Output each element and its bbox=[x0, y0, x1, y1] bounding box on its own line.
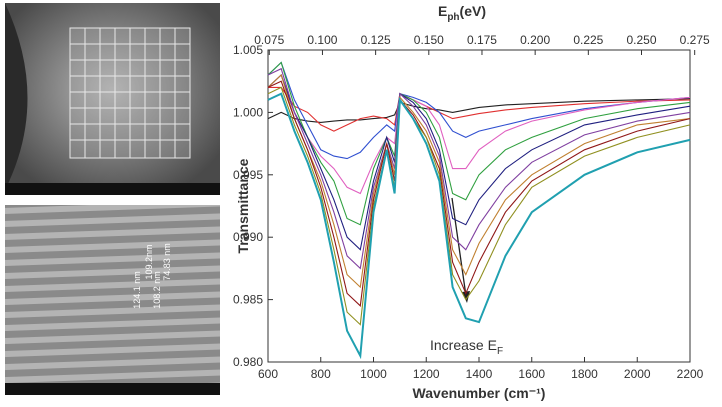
x-tick-label: 1200 bbox=[413, 367, 440, 381]
x2-tick-label: 0.175 bbox=[467, 33, 497, 47]
sem-label: 108.2 nm bbox=[152, 271, 162, 309]
sem-image-top bbox=[5, 3, 220, 195]
y-tick-label: 1.000 bbox=[233, 105, 263, 119]
x2-tick-label: 0.225 bbox=[573, 33, 603, 47]
series-line bbox=[268, 86, 691, 132]
x2-tick-label: 0.150 bbox=[414, 33, 444, 47]
annotation-sub: F bbox=[497, 346, 503, 357]
x-tick-label: 2000 bbox=[624, 367, 651, 381]
x-tick-label: 2200 bbox=[677, 367, 704, 381]
arrow bbox=[451, 197, 467, 297]
y-tick-label: 0.990 bbox=[233, 230, 263, 244]
x-tick-label: 1400 bbox=[466, 367, 493, 381]
y-tick-label: 0.980 bbox=[233, 355, 263, 369]
x-tick-label: 1000 bbox=[360, 367, 387, 381]
x2-tick-label: 0.075 bbox=[254, 33, 284, 47]
x2-tick-label: 0.250 bbox=[626, 33, 656, 47]
sem-label: 124.1 nm bbox=[132, 271, 142, 309]
series-line bbox=[267, 92, 691, 360]
annotation: Increase EF bbox=[430, 337, 503, 357]
sem-label: 74.83 nm bbox=[162, 243, 172, 281]
x-tick-label: 800 bbox=[311, 367, 331, 381]
x2-tick-label: 0.100 bbox=[307, 33, 337, 47]
x2-tick-label: 0.125 bbox=[361, 33, 391, 47]
sem-label: 109.2nm bbox=[144, 244, 154, 279]
series-line bbox=[267, 73, 691, 289]
sem-image-bottom bbox=[5, 205, 220, 395]
series-line bbox=[267, 67, 691, 270]
annotation-text: Increase E bbox=[430, 337, 497, 353]
arrow-head bbox=[462, 291, 470, 303]
x2-axis-title: Eph(eV) bbox=[438, 3, 486, 23]
x2-tick-label: 0.275 bbox=[680, 33, 710, 47]
x-tick-label: 600 bbox=[258, 367, 278, 381]
y-tick-label: 1.005 bbox=[233, 43, 263, 57]
y-tick-label: 0.985 bbox=[233, 293, 263, 307]
x2-tick-label: 0.200 bbox=[520, 33, 550, 47]
x2-title-rest: (eV) bbox=[460, 3, 486, 19]
x2-title-sub: ph bbox=[447, 12, 459, 23]
x-tick-label: 1800 bbox=[571, 367, 598, 381]
y-axis-title: Transmittance bbox=[235, 158, 251, 253]
x2-title-main: E bbox=[438, 3, 447, 19]
x-axis-title: Wavenumber (cm⁻¹) bbox=[413, 385, 546, 401]
y-tick-label: 0.995 bbox=[233, 168, 263, 182]
x-tick-label: 1600 bbox=[518, 367, 545, 381]
